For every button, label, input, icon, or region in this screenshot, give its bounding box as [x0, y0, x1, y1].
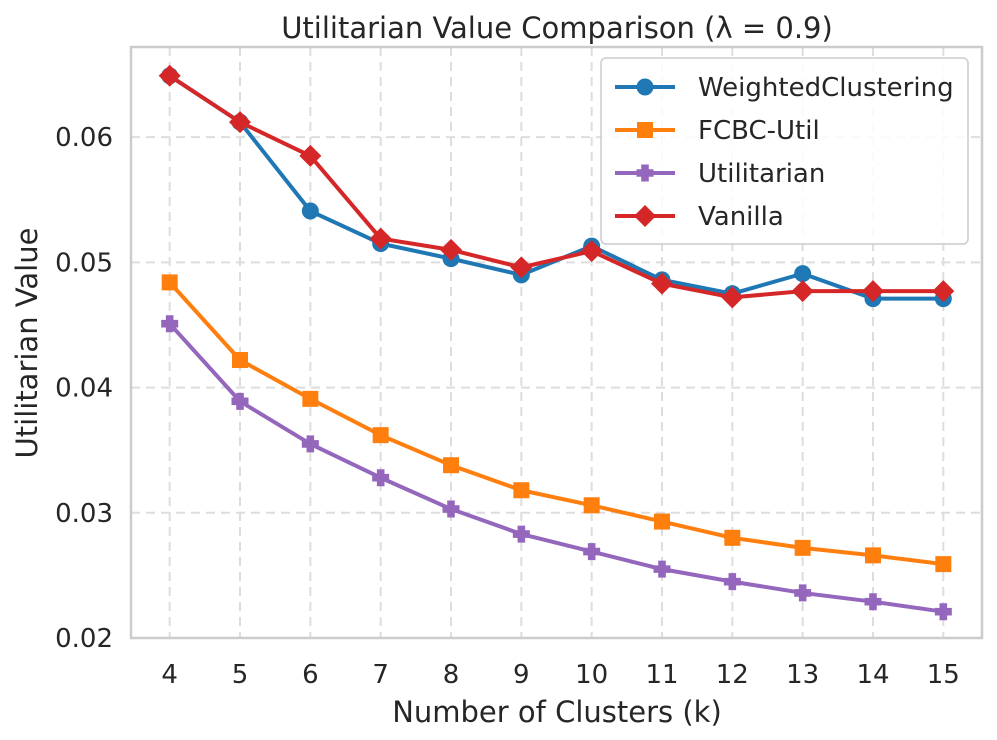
y-axis-ticks: 0.02 0.03 0.04 0.05 0.06: [55, 123, 113, 654]
legend-label: Vanilla: [698, 202, 784, 232]
data-point: [583, 497, 600, 514]
data-point: [229, 111, 252, 134]
x-tick-label: 15: [927, 660, 960, 690]
data-point: [935, 556, 952, 573]
data-point: [510, 256, 533, 279]
data-point: [440, 238, 463, 261]
chart-title: Utilitarian Value Comparison (λ = 0.9): [281, 11, 833, 45]
legend-marker: [636, 164, 654, 182]
x-tick-label: 6: [302, 660, 319, 690]
data-point: [372, 469, 390, 487]
data-point: [864, 593, 882, 611]
data-point: [513, 482, 530, 499]
legend-item: Vanilla: [615, 202, 784, 232]
series-line-vanilla: [167, 73, 946, 300]
data-point: [161, 274, 178, 291]
data-point: [583, 543, 601, 561]
legend-marker: [636, 78, 654, 96]
legend-label: FCBC-Util: [698, 116, 820, 146]
data-point: [721, 286, 744, 309]
x-tick-label: 11: [645, 660, 678, 690]
data-point: [794, 265, 812, 283]
legend: WeightedClustering FCBC-Util Utilitarian Va…: [600, 57, 969, 245]
legend-marker: [637, 122, 653, 138]
data-point: [864, 547, 881, 564]
x-tick-label: 12: [716, 660, 749, 690]
x-tick-label: 5: [232, 660, 249, 690]
legend-box: [600, 57, 969, 245]
data-point: [794, 539, 811, 556]
data-point: [442, 500, 460, 518]
x-tick-label: 8: [443, 660, 460, 690]
data-point: [302, 390, 319, 407]
data-point: [580, 240, 603, 263]
data-point: [723, 573, 741, 591]
y-tick-label: 0.04: [55, 374, 113, 404]
legend-label: WeightedClustering: [698, 73, 954, 103]
y-axis-label: Utilitarian Value: [10, 228, 44, 459]
x-axis-label: Number of Clusters (k): [392, 695, 722, 729]
data-point: [794, 584, 812, 602]
plot-frame: [129, 45, 984, 640]
data-point: [653, 560, 671, 578]
data-point: [653, 513, 670, 530]
series-line-utilitarian: [167, 321, 946, 614]
legend-item: WeightedClustering: [615, 73, 954, 103]
series-vanilla: [158, 64, 955, 309]
data-point: [512, 525, 530, 543]
y-tick-label: 0.05: [55, 248, 113, 278]
y-tick-label: 0.03: [55, 499, 113, 529]
data-point: [231, 392, 249, 410]
x-axis-ticks: 4 5 6 7 8 9 10 11 12 13 14 15: [161, 660, 959, 690]
data-point: [861, 280, 884, 303]
y-tick-label: 0.02: [55, 624, 113, 654]
x-tick-label: 10: [575, 660, 608, 690]
x-tick-label: 7: [372, 660, 389, 690]
data-point: [158, 64, 181, 87]
data-point: [724, 529, 741, 546]
series-layer: [158, 64, 955, 621]
data-point: [791, 280, 814, 303]
legend-label: Utilitarian: [698, 159, 825, 189]
series-fcbc-util: [161, 274, 952, 573]
x-tick-label: 14: [856, 660, 889, 690]
x-tick-label: 13: [786, 660, 819, 690]
data-point: [934, 603, 952, 621]
legend-marker: [634, 205, 656, 227]
data-point: [443, 457, 460, 474]
data-point: [369, 227, 392, 250]
y-tick-label: 0.06: [55, 123, 113, 153]
x-tick-label: 9: [513, 660, 530, 690]
data-point: [301, 435, 319, 453]
data-point: [932, 280, 955, 303]
data-point: [161, 315, 179, 333]
legend-item: FCBC-Util: [615, 116, 820, 146]
legend-item: Utilitarian: [615, 159, 825, 189]
x-tick-label: 4: [161, 660, 178, 690]
data-point: [299, 144, 322, 167]
data-point: [372, 427, 389, 444]
data-point: [301, 202, 319, 220]
data-point: [650, 272, 673, 295]
series-utilitarian: [161, 315, 952, 621]
data-point: [232, 352, 249, 369]
series-line-fcbc-util: [167, 280, 946, 567]
